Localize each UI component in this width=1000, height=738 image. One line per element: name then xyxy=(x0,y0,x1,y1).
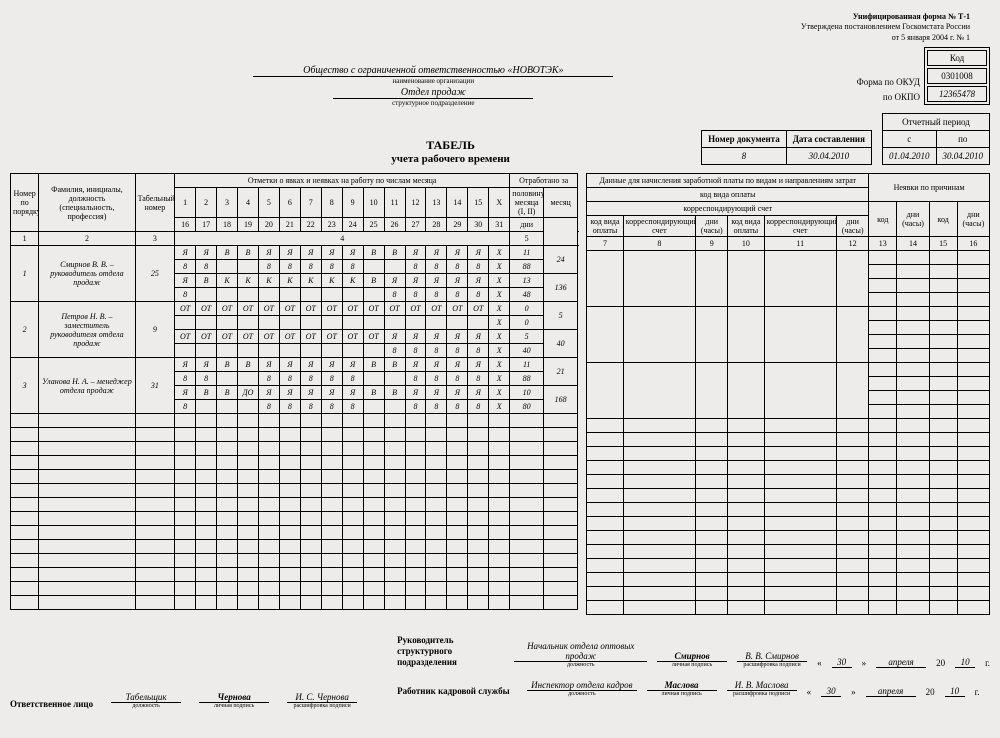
period-from: 01.04.2010 xyxy=(883,148,937,165)
hr-pos: Инспектор отдела кадров xyxy=(527,680,636,691)
doc-date: 30.04.2010 xyxy=(786,148,871,165)
hr-sig: Маслова xyxy=(647,680,717,691)
h-corr: корреспондирующий счет xyxy=(587,202,869,216)
h-fio: Фамилия, инициалы, должность (специально… xyxy=(39,174,135,232)
sig1: Чернова xyxy=(199,692,269,703)
row-tab: 25 xyxy=(135,246,175,302)
row-fio: Смирнов В. В. – руководитель отдела прод… xyxy=(39,246,135,302)
hr-lbl: Работник кадровой службы xyxy=(397,686,517,697)
h-days: дни xyxy=(510,218,544,232)
period-to: 30.04.2010 xyxy=(936,148,990,165)
period-from-lbl: с xyxy=(883,131,937,148)
h-marks: Отметки о явках и неявках на работу по ч… xyxy=(175,174,510,188)
date-d2: 30 xyxy=(821,686,841,697)
okud-label: Форма по ОКУД xyxy=(857,75,920,90)
h-month: месяц xyxy=(544,188,578,218)
doc-num-lbl: Номер документа xyxy=(702,131,787,148)
row-tab: 31 xyxy=(135,358,175,414)
h-ab-code2: код xyxy=(929,202,957,237)
approved-2: от 5 января 2004 г. № 1 xyxy=(801,33,970,43)
head-sig: Смирнов xyxy=(657,651,727,662)
period-box: Отчетный период спо 01.04.201030.04.2010 xyxy=(882,113,990,165)
code-block: Форма по ОКУД по ОКПО Код 0301008 123654… xyxy=(857,47,990,105)
h-d-b: дни (часы) xyxy=(837,216,869,237)
h-worked: Отработано за xyxy=(510,174,578,188)
period-to-lbl: по xyxy=(936,131,990,148)
h-corr2b: корреспондирующий счет xyxy=(764,216,836,237)
date-d1: 30 xyxy=(832,657,852,668)
h-d-a: дни (часы) xyxy=(696,216,728,237)
pos1: Табельщик xyxy=(111,692,181,703)
date-m2: апреля xyxy=(866,686,916,697)
code-header: Код xyxy=(927,50,987,66)
name1: И. С. Чернова xyxy=(287,692,357,703)
approved-1: Утверждена постановлением Госкомстата Ро… xyxy=(801,22,970,32)
date-m1: апреля xyxy=(876,657,926,668)
h-kvo2b: код вида оплаты xyxy=(728,216,764,237)
h-half: половину месяца (I, II) xyxy=(510,188,544,218)
doc-num: 8 xyxy=(702,148,787,165)
title-2: учета рабочего времени xyxy=(210,153,691,165)
h-tab: Табельный номер xyxy=(135,174,175,232)
resp-lbl: Ответственное лицо xyxy=(10,699,93,709)
row-fio: Уланова Н. А. – менеджер отдела продаж xyxy=(39,358,135,414)
h-payroll: Данные для начисления заработной платы п… xyxy=(587,174,869,188)
head-name: В. В. Смирнов xyxy=(737,651,807,662)
h-num: Номер по порядку xyxy=(11,174,39,232)
h-ab-d2: дни (часы) xyxy=(957,202,989,237)
timesheet-left: Номер по порядку Фамилия, инициалы, долж… xyxy=(10,173,578,610)
okud-value: 0301008 xyxy=(927,68,987,84)
timesheet-right: Данные для начисления заработной платы п… xyxy=(586,173,990,615)
row-num: 1 xyxy=(11,246,39,302)
h-corr2a: корреспондирующий счет xyxy=(623,216,695,237)
row-num: 3 xyxy=(11,358,39,414)
h-kvo2a: код вида оплаты xyxy=(587,216,623,237)
hr-name: И. В. Маслова xyxy=(727,680,797,691)
header-top: Унифицированная форма № Т-1 Утверждена п… xyxy=(10,12,990,43)
date-y2: 10 xyxy=(945,686,965,697)
org-name-sub: наименование организации xyxy=(253,76,613,85)
dept-name: Отдел продаж xyxy=(10,87,857,98)
dept-sub: структурное подразделение xyxy=(333,98,533,107)
title-1: ТАБЕЛЬ xyxy=(210,138,691,153)
signature-area: Ответственное лицо Табельщикдолжность Че… xyxy=(10,635,990,708)
h-kvo: код вида оплаты xyxy=(587,188,869,202)
h-ab-code1: код xyxy=(869,202,897,237)
head-lbl: Руководитель структурного подразделения xyxy=(397,635,504,667)
h-ab-d1: дни (часы) xyxy=(897,202,929,237)
period-lbl: Отчетный период xyxy=(883,114,990,131)
head-pos: Начальник отдела оптовых продаж xyxy=(514,641,647,662)
date-y1: 10 xyxy=(955,657,975,668)
okpo-label: по ОКПО xyxy=(857,90,920,105)
org-name: Общество с ограниченной ответственностью… xyxy=(10,65,857,76)
row-fio: Петров Н. В. – заместитель руководителя … xyxy=(39,302,135,358)
okpo-value: 12365478 xyxy=(927,86,987,102)
form-title: Унифицированная форма № Т-1 xyxy=(801,12,970,22)
doc-box: Номер документаДата составления 830.04.2… xyxy=(701,130,872,165)
row-num: 2 xyxy=(11,302,39,358)
doc-date-lbl: Дата составления xyxy=(786,131,871,148)
row-tab: 9 xyxy=(135,302,175,358)
h-absence: Неявки по причинам xyxy=(869,174,990,202)
